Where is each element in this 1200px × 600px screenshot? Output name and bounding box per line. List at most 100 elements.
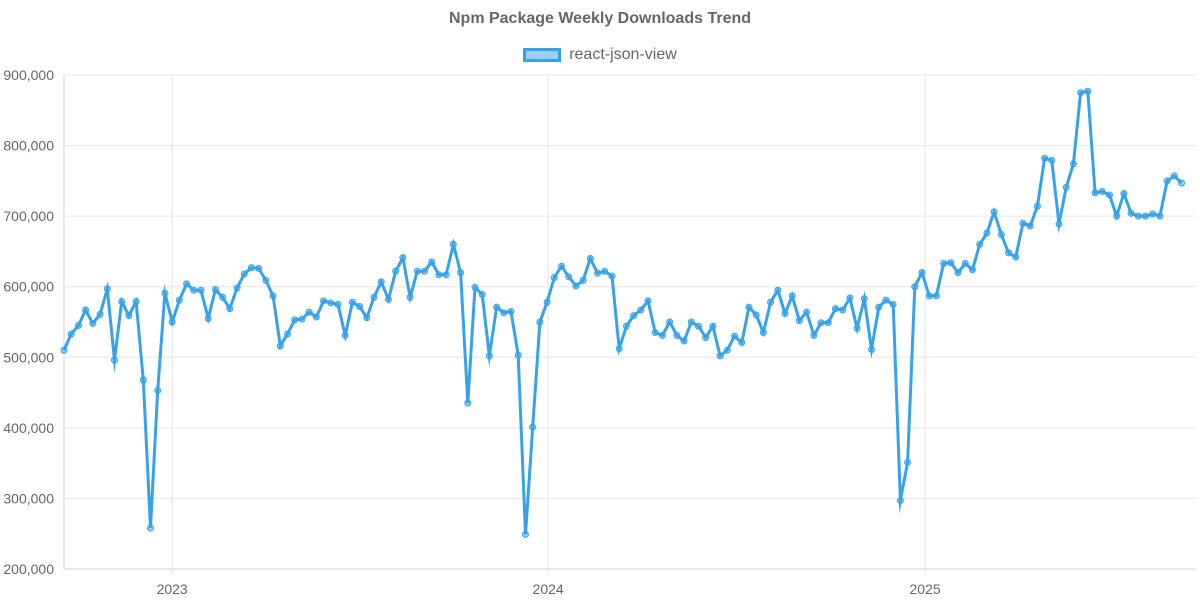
data-point[interactable] <box>997 230 1005 238</box>
data-point[interactable] <box>305 308 313 316</box>
data-point[interactable] <box>1026 222 1034 230</box>
legend-swatch-react-json-view[interactable] <box>523 48 562 62</box>
data-point[interactable] <box>687 318 695 326</box>
data-point[interactable] <box>197 286 205 294</box>
data-point[interactable] <box>269 292 277 300</box>
data-point[interactable] <box>399 254 407 262</box>
data-point[interactable] <box>96 310 104 318</box>
data-point[interactable] <box>348 298 356 306</box>
data-point[interactable] <box>990 208 998 216</box>
data-point[interactable] <box>810 331 818 339</box>
data-point[interactable] <box>211 286 219 294</box>
data-point[interactable] <box>925 292 933 300</box>
data-point[interactable] <box>247 264 255 272</box>
legend-label-react-json-view[interactable]: react-json-view <box>569 46 677 63</box>
data-point[interactable] <box>262 276 270 284</box>
data-point[interactable] <box>817 319 825 327</box>
data-point[interactable] <box>377 278 385 286</box>
data-point[interactable] <box>493 303 501 311</box>
legend[interactable]: react-json-view <box>0 46 1200 64</box>
data-point[interactable] <box>803 308 811 316</box>
data-point[interactable] <box>255 264 263 272</box>
data-point[interactable] <box>233 284 241 292</box>
data-point[interactable] <box>1120 190 1128 198</box>
data-point[interactable] <box>1105 191 1113 199</box>
data-point[interactable] <box>752 311 760 319</box>
data-point[interactable] <box>219 293 227 301</box>
data-point[interactable] <box>716 352 724 360</box>
data-point[interactable] <box>500 309 508 317</box>
data-point[interactable] <box>1134 212 1142 220</box>
data-point[interactable] <box>507 307 515 315</box>
data-point[interactable] <box>565 273 573 281</box>
data-point[interactable] <box>521 530 529 538</box>
data-point[interactable] <box>1163 177 1171 185</box>
data-point[interactable] <box>896 497 904 505</box>
data-point[interactable] <box>1084 87 1092 95</box>
data-point[interactable] <box>161 289 169 297</box>
data-point[interactable] <box>139 376 147 384</box>
data-point[interactable] <box>868 346 876 354</box>
data-point[interactable] <box>911 283 919 291</box>
data-point[interactable] <box>572 282 580 290</box>
data-point[interactable] <box>103 285 111 293</box>
data-point[interactable] <box>860 295 868 303</box>
data-point[interactable] <box>882 296 890 304</box>
data-point[interactable] <box>183 280 191 288</box>
data-point[interactable] <box>370 293 378 301</box>
data-point[interactable] <box>1012 253 1020 261</box>
data-point[interactable] <box>132 298 140 306</box>
data-point[interactable] <box>334 300 342 308</box>
data-point[interactable] <box>384 295 392 303</box>
data-point[interactable] <box>1077 89 1085 97</box>
data-point[interactable] <box>356 302 364 310</box>
data-point[interactable] <box>586 254 594 262</box>
data-point[interactable] <box>1127 209 1135 217</box>
data-point[interactable] <box>947 259 955 267</box>
data-point[interactable] <box>435 271 443 279</box>
data-point[interactable] <box>637 306 645 314</box>
data-point[interactable] <box>1156 212 1164 220</box>
data-point[interactable] <box>464 399 472 407</box>
data-point[interactable] <box>110 356 118 364</box>
data-point[interactable] <box>673 331 681 339</box>
data-point[interactable] <box>558 262 566 270</box>
data-point[interactable] <box>1178 179 1186 187</box>
data-point[interactable] <box>312 313 320 321</box>
data-point[interactable] <box>702 334 710 342</box>
data-point[interactable] <box>341 331 349 339</box>
data-point[interactable] <box>240 270 248 278</box>
data-point[interactable] <box>457 269 465 277</box>
data-point[interactable] <box>968 266 976 274</box>
data-point[interactable] <box>658 331 666 339</box>
data-point[interactable] <box>723 346 731 354</box>
data-point[interactable] <box>680 337 688 345</box>
data-point[interactable] <box>875 303 883 311</box>
data-point[interactable] <box>428 258 436 266</box>
data-point[interactable] <box>767 298 775 306</box>
data-point[interactable] <box>1033 202 1041 210</box>
data-point[interactable] <box>745 303 753 311</box>
data-point[interactable] <box>536 318 544 326</box>
data-point[interactable] <box>154 386 162 394</box>
data-point[interactable] <box>644 297 652 305</box>
data-point[interactable] <box>1091 189 1099 197</box>
data-point[interactable] <box>147 524 155 532</box>
data-point[interactable] <box>630 312 638 320</box>
data-point[interactable] <box>932 292 940 300</box>
data-point[interactable] <box>413 267 421 275</box>
data-point[interactable] <box>904 458 912 466</box>
data-point[interactable] <box>327 299 335 307</box>
data-point[interactable] <box>940 259 948 267</box>
data-point[interactable] <box>983 229 991 237</box>
data-point[interactable] <box>666 318 674 326</box>
data-point[interactable] <box>1048 156 1056 164</box>
data-point[interactable] <box>1098 187 1106 195</box>
data-point[interactable] <box>392 267 400 275</box>
data-point[interactable] <box>485 352 493 360</box>
data-point[interactable] <box>363 314 371 322</box>
data-point[interactable] <box>478 290 486 298</box>
data-point[interactable] <box>594 269 602 277</box>
data-point[interactable] <box>694 322 702 330</box>
data-point[interactable] <box>543 298 551 306</box>
